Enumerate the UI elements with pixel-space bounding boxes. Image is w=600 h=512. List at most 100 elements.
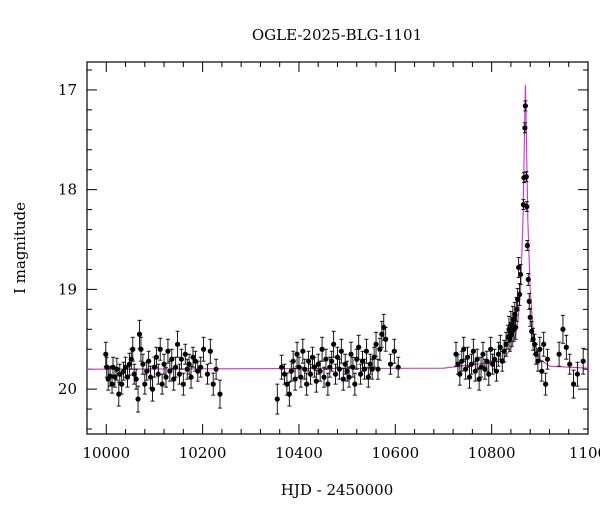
data-point (373, 331, 379, 357)
chart-title: OGLE-2025-BLG-1101 (252, 26, 422, 44)
point-marker (476, 376, 482, 382)
data-point (391, 338, 397, 364)
data-point (524, 240, 530, 251)
data-point (157, 337, 163, 361)
point-marker (358, 371, 364, 377)
data-point (491, 348, 498, 370)
x-tick-label: 10400 (275, 444, 323, 462)
data-point (169, 348, 175, 370)
point-marker (336, 366, 343, 372)
point-marker (470, 348, 476, 354)
x-tick-label: 10000 (82, 444, 130, 462)
point-marker (522, 103, 528, 109)
data-point (363, 338, 370, 364)
data-point (560, 314, 566, 344)
point-marker (516, 291, 523, 297)
point-marker (395, 364, 401, 370)
point-marker (369, 366, 375, 372)
data-point (130, 336, 136, 362)
point-marker (178, 356, 185, 362)
point-marker (321, 374, 327, 380)
point-marker (112, 374, 118, 380)
data-point (346, 366, 352, 388)
point-marker (466, 374, 473, 380)
point-marker (114, 366, 120, 372)
point-marker (501, 348, 507, 354)
point-marker (525, 276, 531, 283)
data-point (190, 346, 196, 368)
point-marker (195, 368, 201, 374)
point-marker (155, 371, 161, 377)
data-point (161, 353, 167, 375)
point-marker (361, 366, 368, 372)
point-marker (329, 358, 335, 364)
point-marker (304, 381, 310, 387)
point-marker (161, 361, 167, 367)
point-marker (169, 356, 175, 362)
data-point (188, 365, 194, 389)
data-point (286, 381, 292, 407)
point-marker (493, 368, 500, 374)
point-marker (497, 344, 503, 350)
point-marker (515, 296, 521, 302)
data-point (516, 282, 523, 306)
data-point (543, 372, 549, 396)
point-marker (200, 346, 207, 352)
data-point (204, 363, 211, 385)
data-point (114, 357, 120, 381)
point-marker (109, 381, 115, 387)
x-tick-label: 10600 (371, 444, 419, 462)
data-point (497, 334, 503, 360)
point-marker (121, 368, 127, 374)
data-point (493, 360, 500, 382)
data-point (176, 363, 183, 385)
data-point (567, 353, 573, 375)
data-point (474, 348, 480, 370)
point-marker (146, 358, 152, 364)
point-marker (563, 344, 569, 350)
data-point (180, 372, 186, 396)
data-point (298, 366, 304, 388)
point-marker (133, 376, 139, 382)
point-marker (480, 351, 486, 357)
data-point (464, 346, 471, 368)
point-marker (517, 271, 524, 278)
point-marker (344, 368, 350, 374)
data-point (358, 363, 364, 385)
data-point (361, 358, 368, 380)
point-marker (373, 341, 379, 347)
data-point (356, 334, 362, 360)
y-tick-label: 18 (58, 181, 77, 199)
point-marker (124, 374, 131, 380)
point-marker (509, 331, 515, 337)
point-marker (290, 358, 296, 364)
point-marker (171, 376, 177, 382)
point-marker (350, 364, 356, 370)
point-marker (486, 371, 492, 377)
point-marker (311, 364, 317, 370)
point-marker (207, 348, 213, 354)
data-point (395, 356, 401, 378)
point-marker (184, 366, 190, 372)
point-marker (340, 376, 346, 382)
data-point (126, 352, 132, 376)
data-point (186, 353, 192, 375)
point-marker (367, 361, 373, 367)
data-point (146, 350, 152, 372)
point-marker (281, 371, 288, 377)
point-marker (319, 346, 325, 352)
point-marker (317, 368, 323, 374)
data-point (119, 373, 125, 395)
point-marker (286, 391, 292, 397)
point-marker (463, 366, 469, 372)
y-axis-label: I magnitude (11, 202, 29, 294)
point-marker (180, 381, 186, 387)
point-marker (149, 386, 156, 392)
point-marker (482, 366, 488, 372)
point-marker (292, 376, 298, 382)
point-marker (167, 368, 173, 374)
point-marker (522, 125, 528, 131)
data-point (103, 341, 109, 367)
data-point (171, 367, 177, 391)
data-point (486, 362, 492, 386)
